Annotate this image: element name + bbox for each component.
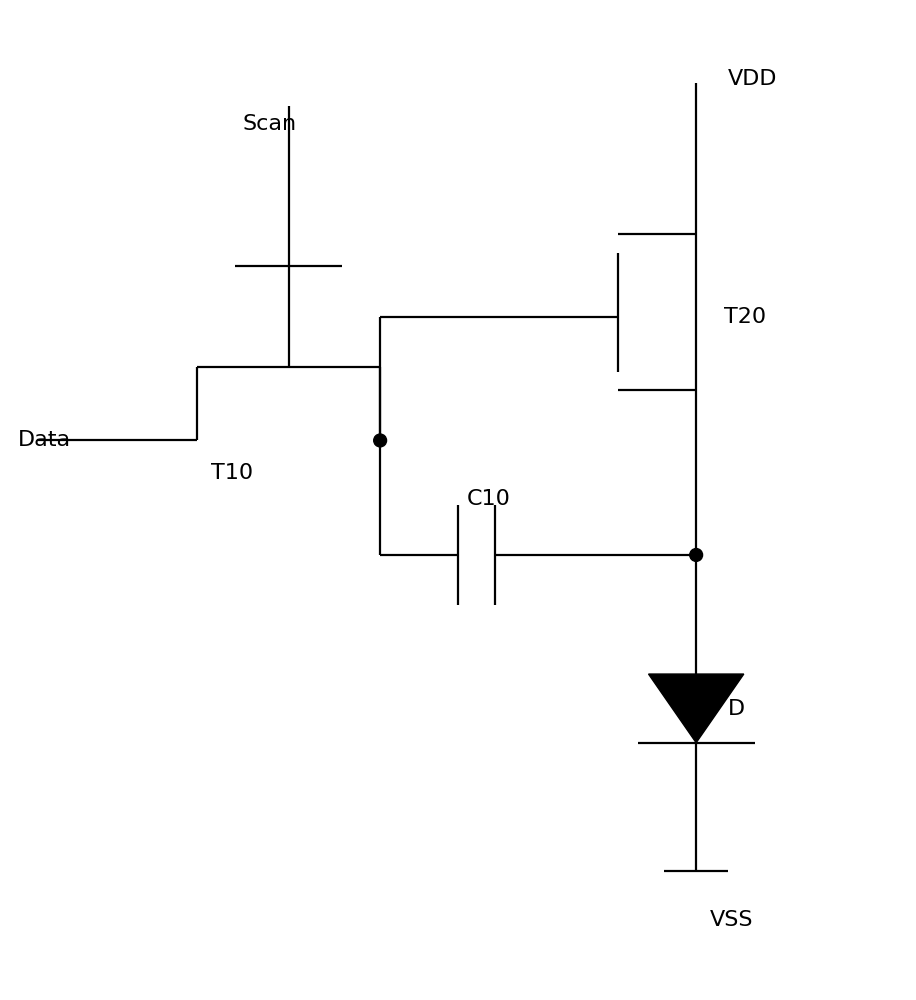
- Text: C10: C10: [467, 489, 511, 509]
- Text: Scan: Scan: [243, 114, 297, 134]
- Text: T20: T20: [724, 307, 766, 327]
- Text: T10: T10: [211, 463, 253, 483]
- Text: VSS: VSS: [710, 910, 753, 930]
- Circle shape: [374, 434, 387, 447]
- Circle shape: [690, 549, 703, 561]
- Text: VDD: VDD: [728, 69, 778, 89]
- Text: D: D: [728, 699, 746, 719]
- Polygon shape: [649, 674, 744, 743]
- Text: Data: Data: [18, 430, 71, 450]
